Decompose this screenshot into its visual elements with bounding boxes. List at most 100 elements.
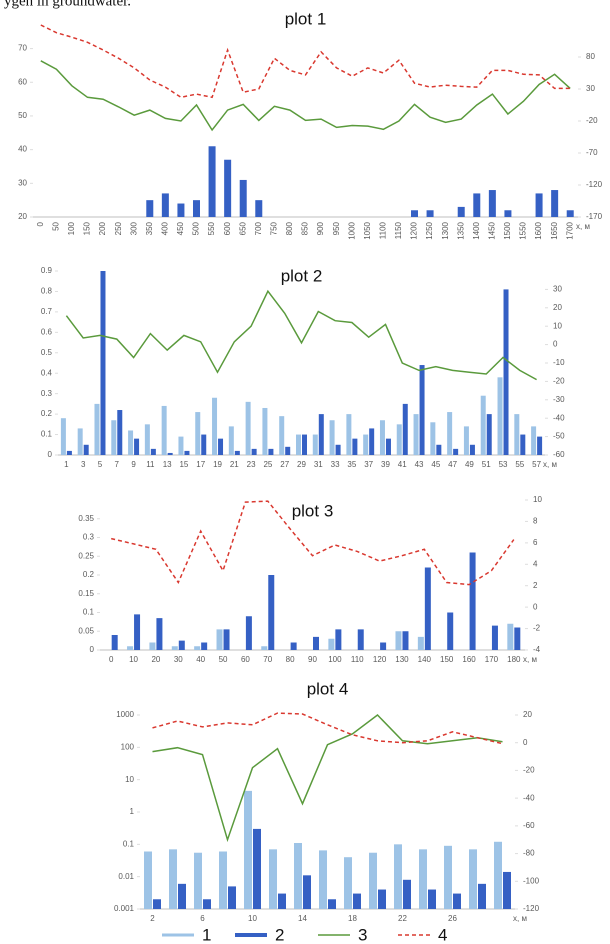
bar: [396, 424, 402, 455]
y-tick-label: 0.8: [41, 287, 53, 296]
bar: [520, 434, 526, 455]
y-tick-label: 1: [130, 807, 135, 816]
bar: [335, 444, 341, 455]
y-tick-label: 0.35: [78, 514, 94, 523]
chart-title: plot 3: [292, 501, 334, 520]
bar: [127, 646, 134, 650]
x-tick-label: 90: [308, 655, 317, 664]
bar: [117, 410, 123, 455]
x-tick-label: 1600: [534, 221, 543, 239]
x-tick-label: 1050: [363, 221, 372, 239]
x-tick-label: 700: [254, 221, 263, 235]
y2-tick-label: -170: [586, 212, 603, 221]
y2-tick-label: -40: [523, 793, 535, 802]
y2-tick-label: -60: [523, 821, 535, 830]
bar: [457, 206, 465, 217]
x-tick-label: 200: [98, 221, 107, 235]
bar: [212, 397, 218, 455]
bar: [146, 200, 154, 217]
bar: [426, 210, 434, 217]
x-tick-label: 45: [431, 460, 440, 469]
x-tick-label: 850: [301, 221, 310, 235]
bar: [430, 422, 436, 455]
y2-tick-label: 30: [586, 84, 595, 93]
x-tick-label: 650: [238, 221, 247, 235]
x-tick-label: 22: [398, 914, 407, 923]
x-tick-label: 27: [280, 460, 289, 469]
x-tick-label: 100: [328, 655, 342, 664]
y-tick-label: 0.1: [83, 608, 95, 617]
bar: [203, 899, 211, 909]
x-tick-label: 1: [64, 460, 69, 469]
bar: [535, 193, 543, 217]
bar: [566, 210, 574, 217]
bar: [369, 852, 377, 909]
bar: [201, 642, 208, 650]
bar: [419, 849, 427, 909]
bar: [488, 190, 496, 217]
bar: [514, 627, 521, 650]
bar: [478, 883, 486, 909]
x-tick-label: 60: [241, 655, 250, 664]
bar: [344, 857, 352, 909]
bar: [156, 618, 163, 650]
x-tick-label: 300: [129, 221, 138, 235]
x-tick-label: 120: [373, 655, 387, 664]
bar: [83, 444, 89, 455]
x-tick-label: 1350: [456, 221, 465, 239]
bar: [253, 828, 261, 909]
bar: [178, 436, 184, 455]
x-tick-label: 55: [515, 460, 524, 469]
bar: [453, 448, 459, 455]
x-tick-label: 21: [230, 460, 239, 469]
bar: [504, 210, 512, 217]
bar: [239, 179, 247, 217]
x-tick-label: 170: [485, 655, 499, 664]
chart: plot 200.10.20.30.40.50.60.70.80.9302010…: [41, 266, 565, 469]
bar: [319, 850, 327, 909]
x-axis-label: x, м: [543, 460, 557, 469]
bar: [144, 424, 150, 455]
x-tick-label: 7: [115, 460, 120, 469]
y-tick-label: 0.9: [41, 266, 53, 275]
bar: [447, 612, 454, 650]
chart: plot 1 20 30 40 50 60 70 80 30 -20 -70 -120 -170 0 50 1…: [18, 9, 602, 239]
bar: [363, 434, 369, 455]
x-tick-label: 40: [196, 655, 205, 664]
y-tick-label: 50: [18, 111, 27, 120]
x-tick-label: 450: [176, 221, 185, 235]
bar: [278, 893, 286, 909]
y2-tick-label: 80: [586, 52, 595, 61]
x-tick-label: 15: [179, 460, 188, 469]
y2-tick-label: 0: [533, 602, 538, 611]
bar: [245, 616, 252, 650]
bar: [60, 418, 66, 455]
x-axis-label: x, м: [523, 655, 537, 664]
x-tick-label: 33: [331, 460, 340, 469]
y-tick-label: 0.4: [41, 368, 53, 377]
x-tick-label: 500: [192, 221, 201, 235]
y2-tick-label: 20: [523, 710, 532, 719]
bar: [346, 414, 352, 455]
y2-tick-label: -40: [553, 413, 565, 422]
bar: [193, 200, 200, 217]
bar: [413, 414, 419, 455]
chart: plot 4 0.001 0.01 0.1 1 10 100 1000 20 0 -20 -40 -60…: [114, 679, 540, 923]
line-series: [152, 712, 503, 745]
bar: [302, 434, 307, 455]
y2-tick-label: -4: [533, 645, 541, 654]
bar: [94, 403, 100, 455]
y-tick-label: 30: [18, 178, 27, 187]
bar: [469, 444, 475, 455]
bar: [167, 452, 173, 455]
bar: [312, 434, 318, 455]
x-tick-label: 57: [532, 460, 541, 469]
x-tick-label: 150: [440, 655, 454, 664]
bar: [251, 448, 257, 455]
bar: [77, 428, 83, 455]
bar: [329, 420, 335, 455]
x-tick-label: 1000: [347, 221, 356, 239]
x-tick-label: 350: [145, 221, 154, 235]
bar: [537, 436, 543, 455]
y2-tick-label: -60: [553, 450, 565, 459]
